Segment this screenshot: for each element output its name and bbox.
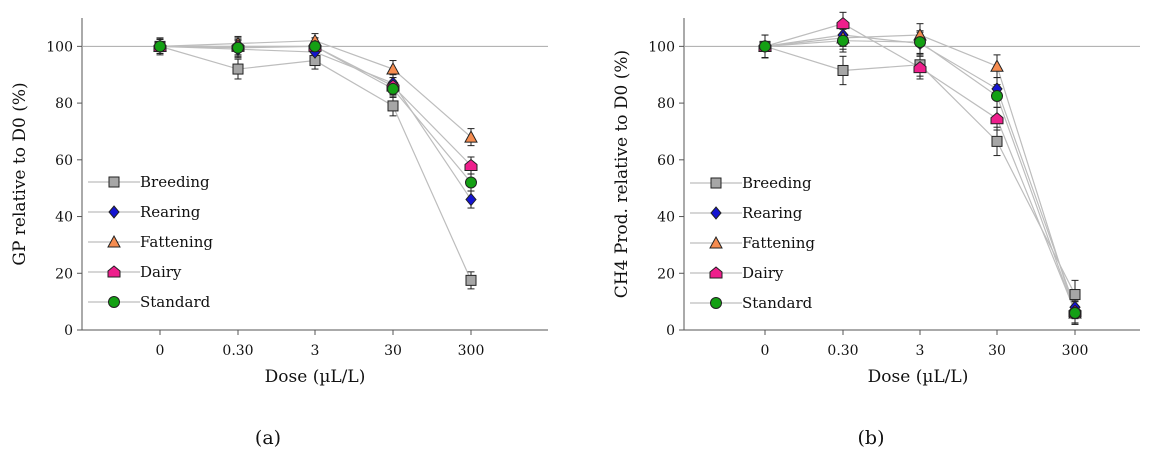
data-point-rearing [465,192,477,207]
x-axis-label: Dose (µL/L) [868,367,969,387]
x-tick-label: 300 [458,343,485,359]
x-tick-label: 30 [384,343,402,359]
legend-label-fattening: Fattening [140,233,213,251]
data-point-standard [387,82,399,95]
y-tick-label: 100 [648,39,675,55]
legend: Breeding Rearing Fattening Dairy Standard [690,174,815,312]
data-point-standard [1069,306,1081,319]
legend-marker-breeding [108,176,120,188]
y-axis-label: CH4 Prod. relative to D0 (%) [612,50,632,298]
plot-area [758,11,1082,325]
x-tick-label: 0 [156,343,165,359]
x-tick-label: 0.30 [827,343,858,359]
legend-label-breeding: Breeding [742,174,812,192]
data-point-standard [232,41,244,54]
data-point-breeding [1069,289,1081,301]
plot-area [153,33,478,290]
legend-label-rearing: Rearing [140,203,201,221]
x-tick-label: 0.30 [222,343,253,359]
y-tick-label: 40 [55,210,73,226]
y-ticks: 0 20 40 60 80 100 [648,39,684,339]
data-point-fattening [990,59,1004,72]
y-tick-label: 40 [657,210,675,226]
y-axis-label: GP relative to D0 (%) [10,82,30,265]
legend-marker-breeding [710,177,722,189]
data-point-standard [309,40,321,53]
data-point-fattening [464,130,478,143]
legend-marker-standard [108,296,120,308]
legend-marker-dairy [709,266,723,279]
data-point-breeding [837,64,849,76]
x-tick-label: 30 [988,343,1006,359]
chart-panel-a: 0 20 40 60 80 100 0 0.30 3 30 300 Breeding Rearing… [10,18,548,449]
x-tick-label: 0 [761,343,770,359]
data-point-standard [837,34,849,47]
legend-marker-dairy [107,265,121,278]
legend-label-standard: Standard [140,293,211,311]
data-point-breeding [232,63,244,75]
y-tick-label: 20 [657,266,675,282]
legend-label-dairy: Dairy [140,263,182,281]
legend-marker-fattening [107,234,121,248]
data-point-standard [991,90,1003,102]
legend-marker-standard [710,297,722,309]
data-point-dairy [913,60,927,74]
legend-marker-rearing [710,206,722,220]
x-ticks: 0 0.30 3 30 300 [761,330,1089,359]
y-tick-label: 60 [657,153,675,169]
legend: Breeding Rearing Fattening Dairy Standard [88,173,213,311]
y-ticks: 0 20 40 60 80 100 [46,39,82,339]
y-tick-label: 20 [55,266,73,282]
data-point-dairy [990,112,1004,125]
x-ticks: 0 0.30 3 30 300 [156,330,485,359]
data-point-dairy [836,17,850,30]
y-tick-label: 0 [666,323,675,339]
panel-label-a: (a) [255,427,281,449]
data-point-breeding [465,274,477,286]
panel-label-b: (b) [858,427,885,449]
x-axis-label: Dose (µL/L) [265,367,366,387]
legend-label-rearing: Rearing [742,204,803,222]
chart-panel-b: 0 20 40 60 80 100 0 0.30 3 30 300 Breeding Rearing… [612,11,1140,449]
data-point-dairy [464,158,478,171]
y-tick-label: 80 [55,96,73,112]
data-point-standard [154,40,166,53]
data-point-fattening [386,62,400,75]
legend-marker-fattening [709,235,723,249]
legend-label-fattening: Fattening [742,234,815,252]
x-tick-label: 3 [916,343,925,359]
data-point-standard [465,176,477,189]
series-line-breeding [764,45,1076,295]
legend-label-breeding: Breeding [140,173,210,191]
data-point-breeding [387,100,399,112]
legend-label-dairy: Dairy [742,264,784,282]
x-tick-label: 300 [1062,343,1089,359]
y-tick-label: 60 [55,153,73,169]
y-tick-label: 80 [657,96,675,112]
legend-marker-rearing [108,205,120,219]
legend-label-standard: Standard [742,294,813,312]
data-point-standard [914,36,926,49]
data-point-standard [759,40,771,53]
x-tick-label: 3 [311,343,320,359]
y-tick-label: 100 [46,39,73,55]
y-tick-label: 0 [64,323,73,339]
data-point-breeding [991,135,1003,147]
